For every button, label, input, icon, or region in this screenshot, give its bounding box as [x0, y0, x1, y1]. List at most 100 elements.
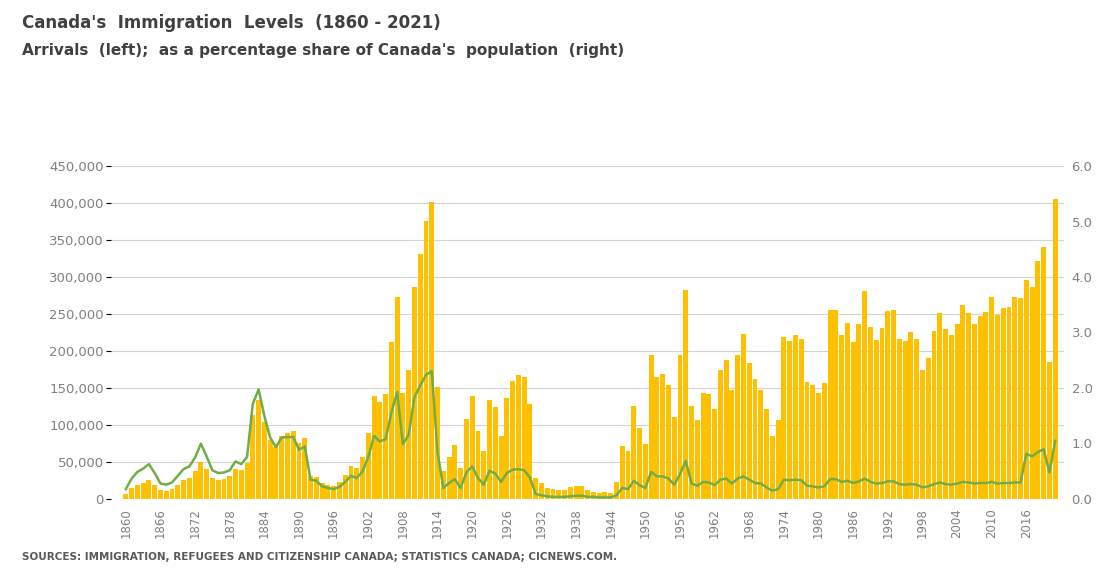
Bar [1035, 261, 1040, 499]
Bar [793, 335, 798, 499]
Bar [309, 476, 313, 499]
Bar [175, 485, 180, 499]
Bar [233, 469, 238, 499]
Bar [857, 324, 861, 499]
Bar [481, 451, 486, 499]
Bar [124, 494, 128, 499]
Bar [764, 409, 769, 499]
Bar [476, 431, 480, 499]
Bar [222, 478, 226, 499]
Bar [937, 313, 942, 499]
Bar [182, 480, 186, 499]
Bar [891, 309, 896, 499]
Bar [920, 370, 925, 499]
Bar [153, 485, 157, 499]
Bar [280, 436, 284, 499]
Bar [706, 394, 712, 499]
Bar [418, 254, 422, 499]
Bar [724, 360, 729, 499]
Bar [880, 328, 885, 499]
Bar [198, 461, 204, 499]
Bar [619, 446, 625, 499]
Bar [492, 407, 498, 499]
Bar [550, 489, 556, 499]
Bar [971, 324, 977, 499]
Bar [285, 433, 290, 499]
Bar [626, 451, 631, 499]
Bar [568, 488, 573, 499]
Bar [204, 469, 209, 499]
Bar [746, 363, 752, 499]
Bar [302, 438, 307, 499]
Bar [521, 376, 527, 499]
Bar [429, 202, 434, 499]
Bar [574, 486, 578, 499]
Bar [735, 355, 740, 499]
Bar [873, 340, 879, 499]
Bar [262, 422, 267, 499]
Bar [325, 485, 331, 499]
Bar [1007, 307, 1012, 499]
Bar [989, 297, 994, 499]
Bar [510, 381, 515, 499]
Bar [360, 457, 365, 499]
Bar [666, 384, 671, 499]
Bar [788, 342, 792, 499]
Bar [833, 309, 839, 499]
Bar [632, 406, 636, 499]
Bar [129, 488, 134, 499]
Bar [608, 493, 613, 499]
Bar [238, 470, 244, 499]
Bar [741, 334, 746, 499]
Bar [804, 382, 810, 499]
Bar [654, 377, 659, 499]
Bar [1000, 308, 1006, 499]
Bar [931, 331, 937, 499]
Bar [978, 316, 983, 499]
Bar [169, 489, 175, 499]
Bar [563, 490, 567, 499]
Bar [534, 478, 538, 499]
Bar [331, 486, 336, 499]
Bar [683, 290, 688, 499]
Bar [227, 477, 232, 499]
Bar [412, 286, 417, 499]
Bar [556, 490, 561, 499]
Text: Arrivals  (left);  as a percentage share of Canada's  population  (right): Arrivals (left); as a percentage share o… [22, 43, 625, 58]
Bar [423, 221, 429, 499]
Bar [822, 383, 827, 499]
Bar [447, 457, 451, 499]
Bar [1047, 362, 1052, 499]
Bar [775, 421, 781, 499]
Bar [648, 355, 654, 499]
Bar [320, 483, 324, 499]
Bar [851, 342, 856, 499]
Bar [810, 385, 815, 499]
Bar [759, 390, 763, 499]
Bar [146, 480, 152, 499]
Bar [296, 443, 302, 499]
Bar [209, 478, 215, 499]
Bar [908, 332, 913, 499]
Bar [256, 400, 261, 499]
Bar [436, 387, 440, 499]
Bar [336, 482, 342, 499]
Bar [389, 342, 394, 499]
Bar [637, 428, 642, 499]
Bar [516, 375, 521, 499]
Bar [314, 477, 319, 499]
Bar [984, 312, 988, 499]
Bar [140, 483, 146, 499]
Bar [661, 374, 665, 499]
Bar [770, 436, 775, 499]
Bar [1053, 199, 1057, 499]
Bar [164, 490, 168, 499]
Bar [1018, 298, 1023, 499]
Bar [862, 291, 867, 499]
Bar [753, 379, 758, 499]
Bar [251, 415, 255, 499]
Bar [349, 466, 353, 499]
Bar [267, 440, 273, 499]
Bar [452, 445, 458, 499]
Bar [135, 485, 140, 499]
